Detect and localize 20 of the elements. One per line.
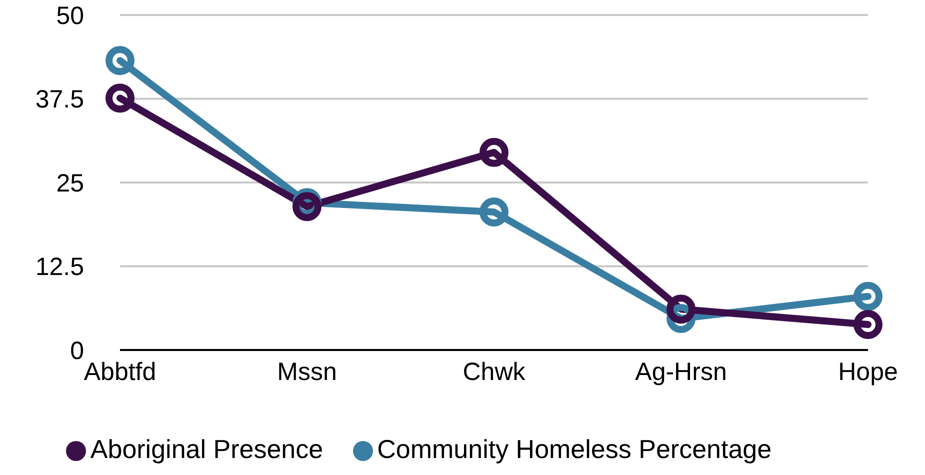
x-tick-label: Abbtfd: [84, 358, 156, 386]
x-tick-label: Chwk: [462, 358, 526, 386]
point: [106, 84, 134, 113]
point: [480, 138, 508, 167]
legend-label: Community Homeless Percentage: [377, 434, 772, 464]
x-tick-label: Mssn: [277, 358, 337, 386]
point: [292, 192, 322, 222]
y-tick-label: 0: [70, 336, 84, 365]
legend-label: Aboriginal Presence: [90, 434, 324, 464]
point: [666, 294, 696, 324]
x-tick-label: Hope: [838, 358, 898, 386]
point: [106, 46, 134, 76]
y-tick-label: 25: [56, 169, 84, 198]
point: [854, 282, 882, 311]
y-tick-label: 37.5: [35, 86, 84, 114]
y-tick-label: 12.5: [35, 253, 84, 282]
x-tick-label: Ag-Hrsn: [635, 358, 727, 386]
point: [480, 197, 508, 226]
y-tick-label: 50: [56, 2, 84, 30]
point: [854, 310, 882, 340]
